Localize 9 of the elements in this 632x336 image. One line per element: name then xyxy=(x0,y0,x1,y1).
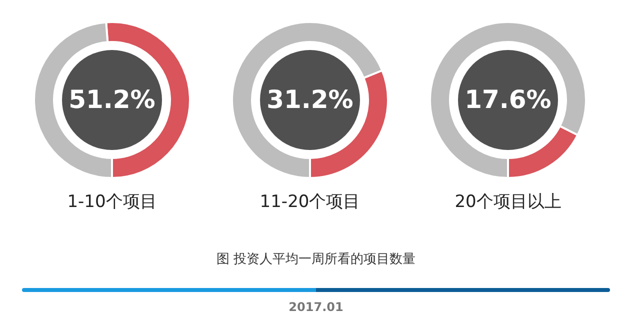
text: 图 投资人平均一周所看的项目数量 xyxy=(215,251,417,268)
text: 17.6% xyxy=(464,85,552,115)
text: 1-10个项目 xyxy=(67,192,157,212)
text: 51.2% xyxy=(68,85,156,115)
donut-slice xyxy=(429,21,587,179)
text: 20个项目以上 xyxy=(454,192,562,212)
text: 2017.01 xyxy=(288,300,344,314)
text: 31.2% xyxy=(266,85,354,115)
text: 11-20个项目 xyxy=(260,192,360,212)
